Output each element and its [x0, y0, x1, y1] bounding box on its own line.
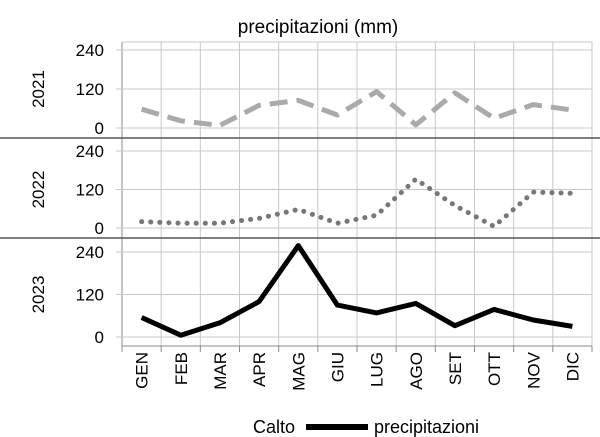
y-axis-label: 2021	[29, 70, 48, 108]
y-tick-label: 240	[76, 41, 104, 60]
x-tick-label: NOV	[524, 351, 543, 389]
legend-prefix: Calto	[253, 417, 295, 437]
x-tick-label: OTT	[485, 352, 504, 386]
series-line	[140, 89, 573, 128]
y-axis-label: 2023	[29, 276, 48, 314]
x-tick-label: AGO	[407, 352, 426, 390]
x-tick-label: GEN	[133, 352, 152, 389]
x-tick-label: FEB	[172, 352, 191, 385]
x-tick-label: DIC	[563, 352, 582, 381]
y-tick-label: 240	[76, 142, 104, 161]
x-tick-label: LUG	[368, 352, 387, 387]
x-tick-label: GIU	[328, 352, 347, 382]
y-tick-label: 120	[76, 181, 104, 200]
legend: Calto precipitazioni	[253, 417, 479, 437]
x-tick-label: APR	[250, 352, 269, 387]
chart-title: precipitazioni (mm)	[238, 17, 398, 38]
x-tick-label: MAR	[211, 352, 230, 390]
y-tick-label: 120	[76, 80, 104, 99]
x-tick-label: SET	[446, 352, 465, 385]
legend-label: precipitazioni	[374, 417, 479, 437]
y-tick-label: 0	[95, 328, 104, 347]
series-line	[140, 243, 573, 338]
y-axis-label: 2022	[29, 171, 48, 209]
y-tick-label: 0	[95, 219, 104, 238]
plot-area: 240 120 0 2021 240 120 0 2022 240 120 0 2023 GEN FEB M…	[0, 41, 600, 391]
y-tick-label: 120	[76, 286, 104, 305]
y-tick-label: 0	[95, 119, 104, 138]
y-tick-label: 240	[76, 243, 104, 262]
x-tick-label: MAG	[289, 352, 308, 391]
series-line	[139, 176, 575, 229]
